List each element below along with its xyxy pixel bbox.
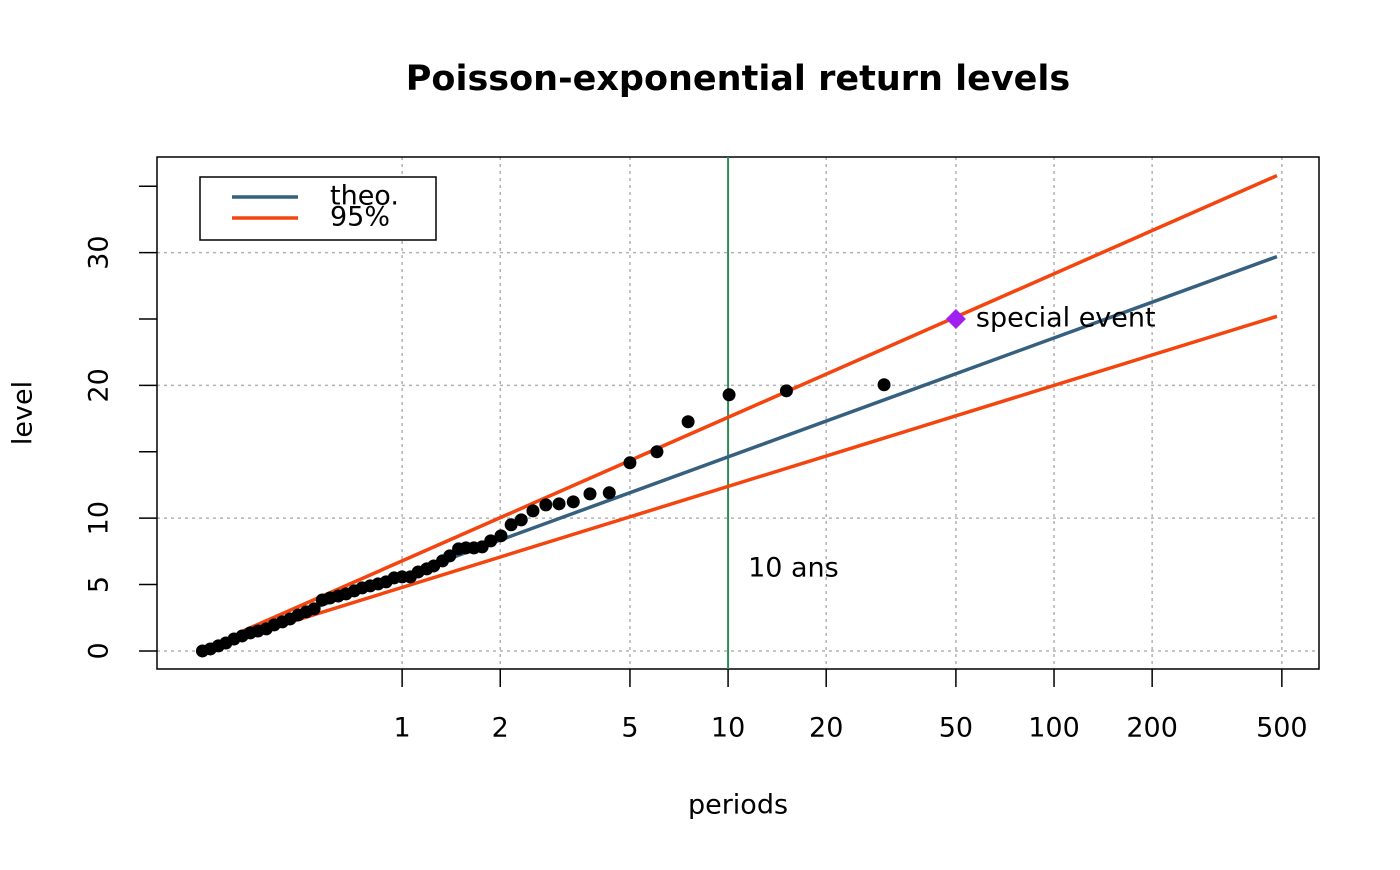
data-point bbox=[623, 456, 637, 470]
y-tick-label: 0 bbox=[84, 642, 115, 659]
data-point bbox=[722, 388, 736, 402]
data-point bbox=[526, 504, 540, 518]
annotation: special event bbox=[976, 302, 1156, 333]
y-tick-label: 5 bbox=[84, 576, 115, 593]
x-tick-label: 5 bbox=[621, 713, 638, 744]
x-tick-label: 100 bbox=[1028, 713, 1080, 744]
x-tick-label: 10 bbox=[711, 713, 745, 744]
x-tick-label: 500 bbox=[1256, 713, 1308, 744]
y-tick-label: 30 bbox=[84, 235, 115, 269]
x-tick-label: 200 bbox=[1126, 713, 1178, 744]
data-point bbox=[443, 549, 457, 563]
data-point bbox=[602, 486, 616, 500]
line bbox=[239, 314, 1278, 640]
x-tick-label: 2 bbox=[492, 713, 509, 744]
y-tick-label: 10 bbox=[84, 501, 115, 535]
data-point bbox=[539, 498, 553, 512]
special-point bbox=[945, 308, 966, 329]
legend-box bbox=[199, 176, 437, 241]
legend-label: 95% bbox=[330, 202, 390, 233]
line bbox=[239, 173, 1278, 634]
annotation: 10 ans bbox=[748, 553, 839, 584]
y-axis-label: level bbox=[8, 381, 39, 445]
data-point bbox=[552, 497, 566, 511]
data-point bbox=[566, 495, 580, 509]
x-axis-label: periods bbox=[688, 790, 788, 821]
data-point bbox=[484, 534, 498, 548]
data-point bbox=[681, 415, 695, 429]
x-tick-label: 20 bbox=[809, 713, 843, 744]
x-tick-label: 50 bbox=[939, 713, 973, 744]
data-point bbox=[307, 602, 321, 616]
data-point bbox=[650, 445, 664, 459]
chart-title: Poisson-exponential return levels bbox=[406, 59, 1071, 99]
y-tick-label: 20 bbox=[84, 368, 115, 402]
data-point bbox=[494, 529, 508, 543]
data-point bbox=[779, 384, 793, 398]
legend-label: theo. bbox=[330, 181, 399, 212]
plot-frame bbox=[156, 156, 1320, 670]
data-point bbox=[877, 378, 891, 392]
data-point bbox=[504, 518, 518, 532]
data-point bbox=[583, 487, 597, 501]
data-point bbox=[514, 513, 528, 527]
x-tick-label: 1 bbox=[394, 713, 411, 744]
